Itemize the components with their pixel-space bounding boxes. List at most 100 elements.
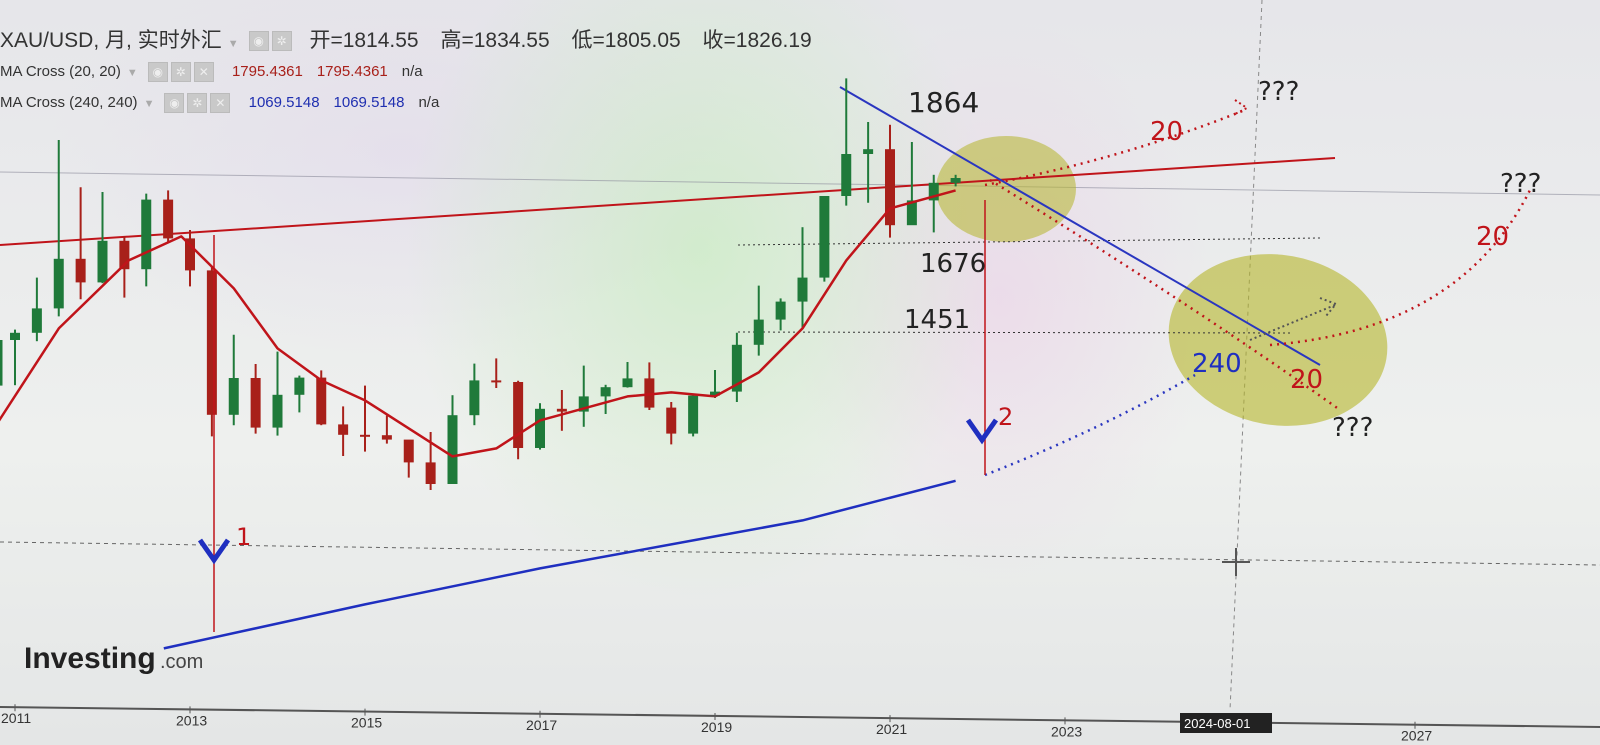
candle[interactable]: [644, 362, 655, 410]
candle-body: [141, 199, 152, 270]
candle[interactable]: [950, 174, 961, 187]
candle[interactable]: [753, 285, 764, 356]
candle[interactable]: [403, 439, 414, 478]
projection-arrowhead: [1234, 99, 1249, 115]
indicator-ma240: MA Cross (240, 240) ▼ ◉ ✲ ✕ 1069.5148 1069.51…: [0, 93, 439, 113]
label-1676: 1676: [920, 249, 986, 279]
candle-body: [163, 199, 174, 239]
eye-icon[interactable]: ◉: [248, 31, 269, 52]
candle[interactable]: [119, 236, 130, 298]
gear-icon[interactable]: ✲: [187, 93, 208, 113]
close-icon[interactable]: ✕: [210, 93, 231, 113]
candle[interactable]: [688, 393, 699, 437]
support-line-1676: [737, 237, 1321, 246]
candle[interactable]: [578, 365, 589, 427]
candle[interactable]: [53, 140, 64, 317]
candle-body: [775, 301, 786, 320]
indicator-ma20: MA Cross (20, 20) ▼ ◉ ✲ ✕ 1795.4361 1795.4361…: [0, 62, 423, 82]
indicator-value: 1069.5148: [248, 93, 320, 111]
candle[interactable]: [841, 78, 852, 206]
candle[interactable]: [710, 370, 720, 398]
candle[interactable]: [513, 380, 524, 460]
gear-icon[interactable]: ✲: [170, 62, 191, 82]
candle[interactable]: [556, 390, 567, 431]
candle[interactable]: [819, 196, 830, 282]
chevron-down-icon[interactable]: ▼: [126, 66, 138, 79]
candle-body: [97, 240, 108, 283]
candle[interactable]: [206, 266, 217, 437]
candle-body: [0, 340, 3, 386]
candle-body: [863, 149, 874, 154]
candle[interactable]: [75, 187, 86, 300]
candle[interactable]: [185, 230, 195, 287]
symbol-title[interactable]: XAU/USD, 月, 实时外汇: [0, 29, 222, 52]
indicator-name[interactable]: MA Cross (240, 240): [0, 93, 138, 111]
highlight-ellipse-current: [936, 136, 1076, 242]
candle[interactable]: [447, 395, 458, 484]
candle[interactable]: [228, 334, 239, 426]
candle[interactable]: [600, 384, 611, 414]
candle[interactable]: [775, 298, 786, 331]
descending-trendline: [839, 86, 1321, 366]
chevron-down-icon[interactable]: ▼: [227, 38, 239, 50]
candle[interactable]: [10, 329, 20, 386]
candle[interactable]: [381, 415, 392, 444]
candle[interactable]: [797, 227, 808, 328]
candle[interactable]: [469, 363, 480, 426]
candle-body: [688, 395, 699, 434]
candle-body: [885, 149, 895, 226]
open-label: 开: [309, 29, 331, 52]
candle[interactable]: [360, 385, 370, 452]
candle[interactable]: [338, 406, 349, 456]
x-tick-label: 2013: [176, 712, 207, 728]
chevron-down-icon[interactable]: ▼: [143, 97, 155, 110]
label-ma20-bottom: 20: [1290, 365, 1323, 395]
candle[interactable]: [31, 277, 42, 342]
logo-suffix: .com: [160, 651, 203, 673]
label-question-bottom: ???: [1332, 413, 1373, 443]
candle-body: [644, 378, 655, 408]
label-1451: 1451: [904, 305, 970, 335]
candle[interactable]: [141, 193, 152, 287]
candle[interactable]: [863, 122, 874, 203]
candle[interactable]: [491, 358, 502, 388]
candle[interactable]: [272, 351, 283, 436]
gear-icon[interactable]: ✲: [271, 31, 292, 52]
candle-body: [819, 196, 830, 278]
crosshair-cursor-icon: [1222, 548, 1250, 576]
candle[interactable]: [731, 332, 742, 402]
candle[interactable]: [906, 142, 917, 226]
close-icon[interactable]: ✕: [193, 62, 214, 82]
candle[interactable]: [97, 192, 108, 284]
candle-body: [928, 182, 939, 201]
ma240-line: [163, 479, 956, 650]
label-1864: 1864: [908, 86, 979, 119]
eye-icon[interactable]: ◉: [164, 93, 185, 113]
candle[interactable]: [928, 174, 939, 233]
candle-body: [513, 382, 524, 448]
candle-body: [272, 394, 283, 428]
label-question-top: ???: [1258, 77, 1299, 107]
close-label: 收: [702, 29, 724, 52]
candle[interactable]: [0, 339, 3, 386]
candle-body: [753, 319, 764, 345]
candle[interactable]: [535, 403, 545, 450]
indicator-value: 1069.5148: [333, 93, 405, 111]
candle[interactable]: [163, 190, 174, 243]
candle[interactable]: [250, 364, 261, 434]
candle-body: [950, 178, 961, 183]
candle[interactable]: [885, 124, 895, 238]
high-value: 1834.55: [473, 29, 550, 52]
candle-body: [10, 332, 20, 340]
candle[interactable]: [666, 402, 677, 445]
eye-icon[interactable]: ◉: [147, 62, 168, 82]
candle-body: [206, 270, 217, 415]
ma20-line: [0, 189, 956, 458]
candle[interactable]: [622, 362, 633, 388]
candle-body: [119, 240, 130, 270]
candle[interactable]: [294, 375, 305, 413]
price-gridline: [0, 171, 1600, 196]
indicator-name[interactable]: MA Cross (20, 20): [0, 62, 121, 80]
close-value: 1826.19: [735, 29, 812, 52]
